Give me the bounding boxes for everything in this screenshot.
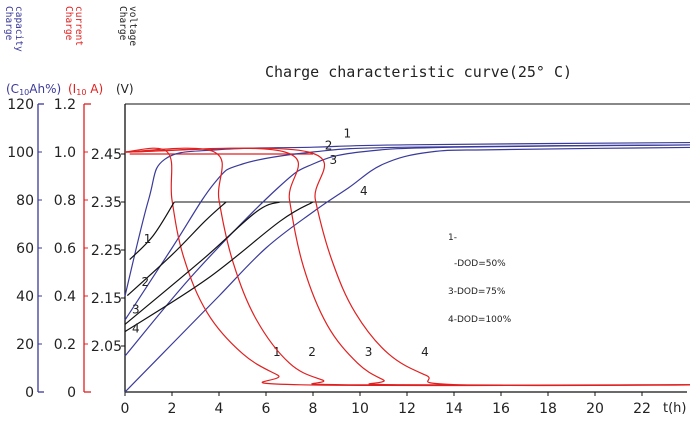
legend-line-3: 3-DOD=75%	[448, 287, 506, 297]
axis-titles: Charge capacity Charge current Charge voltage	[3, 6, 138, 52]
current-curve-label-4: 4	[421, 345, 429, 359]
voltage-curve-label-3: 3	[132, 302, 140, 316]
capacity-tick-label: 40	[16, 289, 34, 305]
x-tick-label: 14	[445, 401, 463, 417]
voltage-curve-label-1: 1	[144, 232, 152, 246]
voltage-curve-label-2: 2	[141, 275, 149, 289]
current-curve-label-2: 2	[308, 345, 316, 359]
capacity-tick-label: 100	[7, 145, 34, 161]
current-curve-label-1: 1	[273, 345, 281, 359]
voltage-tick-label: 2.45	[91, 147, 122, 163]
voltage-tick-label: 2.05	[91, 339, 122, 355]
voltage-tick-label: 2.25	[91, 243, 122, 259]
capacity-axis-title-1: capacity	[13, 6, 24, 52]
capacity-curve-2	[124, 144, 690, 321]
voltage-curve-2	[126, 201, 227, 297]
capacity-tick-label: 80	[16, 193, 34, 209]
x-tick-label: 10	[351, 401, 369, 417]
current-tick-label: 1.0	[54, 145, 76, 161]
chart-title: Charge characteristic curve(25° C)	[265, 63, 572, 81]
voltage-unit-label: (V)	[116, 82, 134, 96]
current-unit-label: (I10 A)	[68, 82, 103, 97]
voltage-tick-label: 2.35	[91, 195, 122, 211]
voltage-axis-title-0: Charge	[117, 6, 128, 41]
current-tick-label: 1.2	[54, 97, 76, 113]
capacity-tick-label: 60	[16, 241, 34, 257]
current-curve-label-3: 3	[365, 345, 373, 359]
x-tick-label: 2	[168, 401, 177, 417]
x-tick-label: 0	[121, 401, 130, 417]
capacity-curve-1	[124, 141, 690, 297]
voltage-curve-1	[129, 201, 175, 261]
current-axis-title-0: Charge	[63, 6, 74, 41]
capacity-curve-4	[124, 146, 690, 393]
current-curve-1	[124, 147, 690, 387]
voltage-tick-label: 2.15	[91, 291, 122, 307]
legend-line-4: 4-DOD=100%	[448, 315, 512, 325]
current-tick-label: 0	[67, 385, 76, 401]
x-tick-label: 4	[215, 401, 224, 417]
capacity-curve-label-1: 1	[344, 127, 352, 141]
x-tick-label: 6	[262, 401, 271, 417]
current-curve-3	[124, 147, 690, 386]
x-tick-label: 22	[633, 401, 651, 417]
axis-units: (C10Ah%) (I10 A) (V)	[6, 82, 134, 97]
voltage-curve-label-4: 4	[132, 322, 140, 336]
current-tick-label: 0.8	[54, 193, 76, 209]
capacity-axis-title-0: Charge	[3, 6, 14, 41]
capacity-tick-label: 0	[25, 385, 34, 401]
voltage-curve-4	[124, 201, 314, 333]
capacity-tick-label: 20	[16, 337, 34, 353]
capacity-unit-label: (C10Ah%)	[6, 82, 61, 97]
axes	[37, 103, 687, 393]
current-tick-label: 0.2	[54, 337, 76, 353]
capacity-curve-label-2: 2	[325, 139, 333, 153]
capacity-curve-3	[124, 144, 690, 357]
x-tick-label: 8	[309, 401, 318, 417]
current-curve-4	[124, 147, 690, 387]
legend: 1- -DOD=50% 3-DOD=75% 4-DOD=100%	[448, 233, 512, 325]
capacity-curve-label-3: 3	[329, 153, 337, 167]
voltage-curve-3	[124, 201, 281, 325]
tick-labels: 02040608010012000.20.40.60.81.01.22.052.…	[7, 97, 651, 417]
x-tick-label: 12	[398, 401, 416, 417]
x-tick-label: 16	[492, 401, 510, 417]
current-curve-2	[124, 147, 690, 386]
legend-line-2: -DOD=50%	[454, 259, 506, 269]
voltage-axis-title-1: voltage	[127, 6, 138, 46]
x-tick-label: 20	[586, 401, 604, 417]
legend-line-1: 1-	[448, 233, 457, 243]
current-tick-label: 0.6	[54, 241, 76, 257]
capacity-curve-label-4: 4	[360, 184, 368, 198]
current-tick-label: 0.4	[54, 289, 76, 305]
capacity-tick-label: 120	[7, 97, 34, 113]
current-axis-title-1: current	[73, 6, 84, 46]
x-tick-label: 18	[539, 401, 557, 417]
x-unit-label: t(h)	[663, 401, 686, 416]
